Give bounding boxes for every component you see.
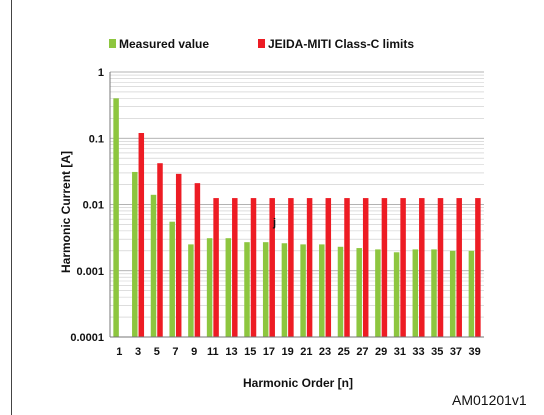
bar-limit-n31 [400,198,406,337]
x-axis-title: Harmonic Order [n] [243,376,353,390]
bar-limit-n17 [269,198,275,337]
bar-limit-n7 [175,173,182,337]
x-tick-label: 7 [172,346,178,358]
x-tick-labels: 1 3 5 7 9 11 13 15 17 19 21 23 25 27 29 31 33 35 37 39 [116,346,480,358]
bar-limit-n35 [437,198,444,337]
bar-measured-n15 [244,242,250,337]
bar-limit-n39 [475,198,481,337]
x-tick-label: 19 [282,346,294,358]
bar-measured-n7 [169,221,175,337]
bar-measured-n17 [262,242,269,337]
bar-measured-n1 [113,98,119,337]
bar-measured-n21 [300,244,306,337]
x-tick-label: 39 [469,346,481,358]
bar-measured-n9 [188,244,194,337]
bar-measured-n33 [412,249,419,337]
bar-measured-n25 [337,246,344,337]
y-axis-title: Harmonic Current [A] [59,151,73,273]
y-tick-label: 0.001 [76,266,104,278]
bar-measured-n19 [281,243,288,337]
x-tick-label: 11 [207,346,219,358]
bar-measured-n29 [375,249,381,337]
x-tick-label: 31 [394,346,406,358]
bar-limit-n21 [306,198,313,337]
chart-annotation: j [272,217,276,229]
legend-swatch-measured [109,39,116,48]
x-tick-label: 1 [116,346,122,358]
bar-measured-n5 [150,194,157,337]
x-tick-label: 23 [319,346,331,358]
bar-limit-n13 [232,198,238,337]
x-tick-label: 25 [338,346,350,358]
x-tick-label: 37 [450,346,462,358]
bar-measured-n37 [449,250,456,337]
bar-measured-n31 [393,252,400,337]
x-tick-label: 33 [412,346,424,358]
figure-border [11,0,12,415]
x-tick-label: 29 [375,346,387,358]
bar-limit-n5 [157,163,163,337]
x-tick-label: 17 [263,346,275,358]
bar-limit-n25 [344,198,350,337]
x-tick-label: 13 [225,346,237,358]
bar-measured-n13 [225,238,232,337]
bar-limit-n15 [250,198,257,337]
bar-limit-n27 [362,198,369,337]
bar-limit-n3 [138,133,145,337]
bar-limit-n33 [419,198,425,337]
x-tick-label: 27 [356,346,368,358]
bar-limit-n9 [194,183,201,337]
bar-limit-n37 [456,198,462,337]
bar-limit-n11 [213,198,219,337]
bar-measured-n27 [356,248,362,337]
grid-lines [110,71,484,338]
bar-measured-n35 [431,249,437,337]
y-tick-label: 1 [98,67,104,79]
y-tick-label: 0.0001 [70,332,104,344]
axes [109,72,484,338]
legend-swatch-limits [258,39,265,48]
bar-measured-n23 [319,244,325,337]
y-tick-label: 0.1 [89,133,104,145]
legend-label-measured: Measured value [119,37,209,51]
x-tick-label: 9 [191,346,197,358]
x-tick-label: 21 [300,346,312,358]
bar-marks [113,98,481,337]
y-tick-labels: 0.0001 0.001 0.01 0.1 1 [70,67,104,344]
bar-measured-n3 [132,171,138,337]
x-tick-label: 3 [135,346,141,358]
bar-measured-n11 [206,238,213,337]
bar-limit-n19 [288,198,294,337]
x-tick-label: 35 [431,346,443,358]
x-tick-label: 15 [244,346,256,358]
y-tick-label: 0.01 [83,200,104,212]
legend-label-limits: JEIDA-MITI Class-C limits [268,37,414,51]
bar-measured-n39 [468,250,475,337]
bar-limit-n23 [325,198,332,337]
legend: Measured value JEIDA-MITI Class-C limits [109,37,414,51]
x-tick-label: 5 [154,346,160,358]
bar-limit-n29 [381,198,388,337]
figure-id: AM01201v1 [452,392,527,408]
